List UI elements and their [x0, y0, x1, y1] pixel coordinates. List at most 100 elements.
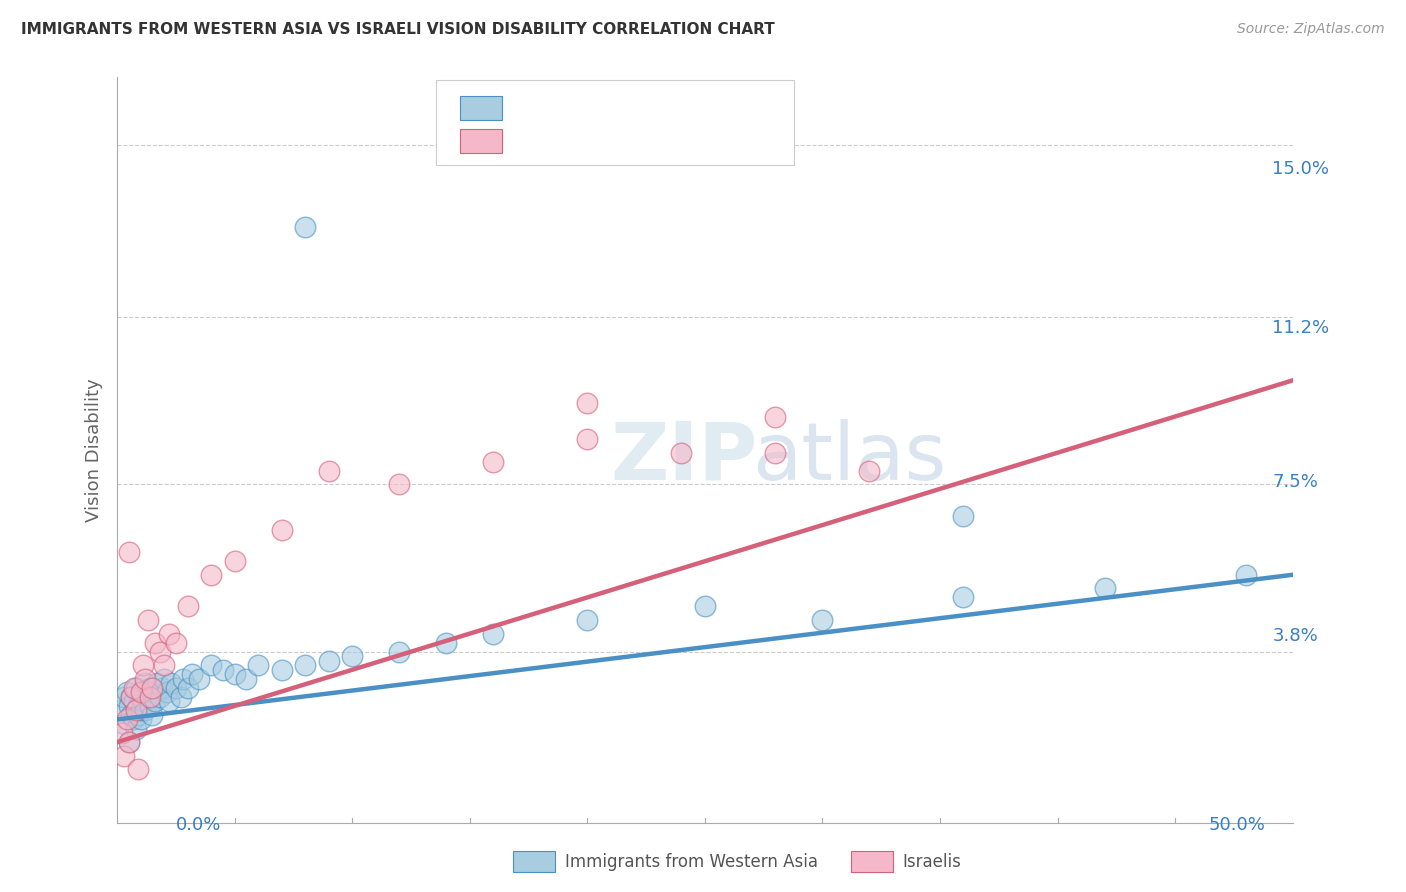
Point — [122, 713, 145, 727]
Point — [129, 703, 152, 717]
Point — [160, 676, 183, 690]
Point — [165, 635, 187, 649]
Point — [172, 672, 194, 686]
Text: atlas: atlas — [752, 419, 946, 497]
Point — [482, 626, 505, 640]
Point — [153, 672, 176, 686]
Point — [671, 446, 693, 460]
Point — [576, 613, 599, 627]
Point — [576, 396, 599, 410]
Point — [177, 681, 200, 695]
Point — [153, 658, 176, 673]
Point — [224, 554, 246, 568]
Point — [111, 726, 134, 740]
Point — [148, 690, 170, 704]
Text: 3.8%: 3.8% — [1272, 627, 1319, 645]
Point — [858, 464, 880, 478]
Point — [115, 713, 138, 727]
Point — [434, 635, 457, 649]
Point — [127, 708, 149, 723]
Point — [235, 672, 257, 686]
Text: ZIP: ZIP — [610, 419, 758, 497]
Point — [200, 658, 222, 673]
Text: 15.0%: 15.0% — [1272, 161, 1330, 178]
Point — [212, 663, 235, 677]
Point — [134, 676, 156, 690]
Text: 7.5%: 7.5% — [1272, 473, 1319, 491]
Point — [150, 681, 173, 695]
Point — [139, 690, 162, 704]
Point — [112, 717, 135, 731]
Point — [132, 658, 155, 673]
Point — [122, 694, 145, 708]
Text: 50.0%: 50.0% — [1209, 816, 1265, 834]
Point — [155, 685, 177, 699]
Point — [388, 477, 411, 491]
Text: Immigrants from Western Asia: Immigrants from Western Asia — [565, 853, 818, 871]
Point — [129, 713, 152, 727]
Text: IMMIGRANTS FROM WESTERN ASIA VS ISRAELI VISION DISABILITY CORRELATION CHART: IMMIGRANTS FROM WESTERN ASIA VS ISRAELI … — [21, 22, 775, 37]
Point — [318, 464, 340, 478]
Point — [125, 681, 148, 695]
Point — [127, 698, 149, 713]
Text: N = 35: N = 35 — [650, 132, 717, 150]
Point — [132, 685, 155, 699]
Point — [1094, 582, 1116, 596]
Point — [134, 703, 156, 717]
Point — [120, 708, 142, 723]
Point — [165, 681, 187, 695]
Point — [111, 703, 134, 717]
Point — [125, 722, 148, 736]
Point — [388, 645, 411, 659]
Point — [125, 703, 148, 717]
Point — [118, 545, 141, 559]
Point — [952, 591, 974, 605]
Point — [188, 672, 211, 686]
Text: Source: ZipAtlas.com: Source: ZipAtlas.com — [1237, 22, 1385, 37]
Point — [120, 690, 142, 704]
Point — [112, 690, 135, 704]
Point — [1234, 567, 1257, 582]
Point — [576, 432, 599, 446]
Point — [763, 446, 786, 460]
Point — [136, 613, 159, 627]
Point — [294, 658, 316, 673]
Point — [139, 681, 162, 695]
Point — [118, 735, 141, 749]
Text: R = 0.328: R = 0.328 — [519, 99, 609, 117]
Point — [141, 708, 163, 723]
Point — [134, 672, 156, 686]
Point — [141, 685, 163, 699]
Point — [200, 567, 222, 582]
Point — [224, 667, 246, 681]
Point — [148, 645, 170, 659]
Point — [270, 523, 292, 537]
Point — [169, 690, 191, 704]
Point — [157, 626, 180, 640]
Point — [127, 762, 149, 776]
Text: N = 58: N = 58 — [650, 99, 717, 117]
Point — [811, 613, 834, 627]
Y-axis label: Vision Disability: Vision Disability — [86, 378, 103, 523]
Point — [693, 599, 716, 614]
Point — [112, 748, 135, 763]
Point — [342, 649, 364, 664]
Point — [143, 694, 166, 708]
Point — [181, 667, 204, 681]
Text: 11.2%: 11.2% — [1272, 318, 1330, 336]
Point — [118, 698, 141, 713]
Point — [482, 455, 505, 469]
Point — [763, 409, 786, 424]
Point — [129, 690, 152, 704]
Point — [143, 635, 166, 649]
Point — [177, 599, 200, 614]
Point — [118, 735, 141, 749]
Point — [115, 685, 138, 699]
Point — [952, 508, 974, 523]
Text: 0.0%: 0.0% — [176, 816, 221, 834]
Point — [318, 654, 340, 668]
Point — [122, 681, 145, 695]
Text: R = 0.857: R = 0.857 — [519, 132, 609, 150]
Point — [294, 219, 316, 234]
Point — [136, 690, 159, 704]
